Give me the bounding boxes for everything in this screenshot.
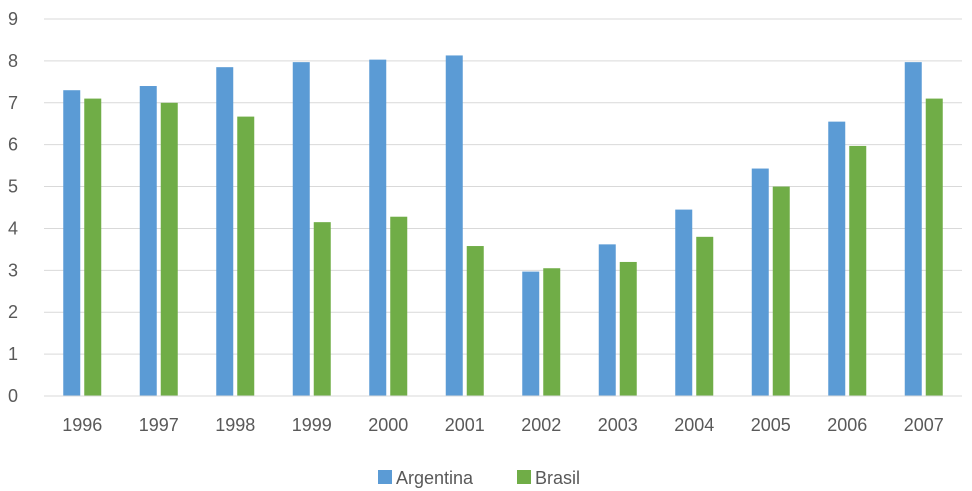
y-tick-label-9: 9 <box>8 9 18 29</box>
y-tick-label-1: 1 <box>8 344 18 364</box>
bar-brasil-2000 <box>390 216 408 396</box>
x-tick-label-2006: 2006 <box>827 415 867 435</box>
y-tick-label-6: 6 <box>8 135 18 155</box>
bar-brasil-2004 <box>696 236 714 396</box>
legend-swatch-argentina <box>378 470 392 484</box>
legend-swatch-brasil <box>517 470 531 484</box>
x-tick-label-1997: 1997 <box>139 415 179 435</box>
bar-argentina-1999 <box>292 62 310 396</box>
legend-label-brasil: Brasil <box>535 468 580 488</box>
bar-brasil-2006 <box>849 145 867 396</box>
bar-brasil-1997 <box>160 102 178 397</box>
gridlines <box>44 18 962 355</box>
x-tick-label-2000: 2000 <box>368 415 408 435</box>
bar-brasil-1996 <box>84 98 102 396</box>
x-axis-tick-labels: 1996 1997 1998 1999 2000 2001 2002 2003 2004 2005… <box>62 415 944 435</box>
x-tick-label-2004: 2004 <box>674 415 714 435</box>
y-tick-label-3: 3 <box>8 260 18 280</box>
y-axis-tick-labels: 0 1 2 3 4 5 6 7 8 9 <box>8 9 18 406</box>
x-tick-label-2003: 2003 <box>598 415 638 435</box>
bar-argentina-1997 <box>139 86 157 397</box>
legend-label-argentina: Argentina <box>396 468 474 488</box>
bar-brasil-1999 <box>313 222 331 396</box>
bars <box>63 55 943 397</box>
bar-brasil-1998 <box>237 116 255 397</box>
bar-argentina-2004 <box>675 209 693 396</box>
x-tick-label-1999: 1999 <box>292 415 332 435</box>
bar-argentina-1996 <box>63 90 81 396</box>
x-tick-label-1996: 1996 <box>62 415 102 435</box>
legend: Argentina Brasil <box>378 468 580 488</box>
bar-brasil-2003 <box>619 261 637 396</box>
y-tick-label-4: 4 <box>8 218 18 238</box>
bar-brasil-2002 <box>543 268 561 396</box>
x-tick-label-2005: 2005 <box>751 415 791 435</box>
y-tick-label-8: 8 <box>8 51 18 71</box>
y-tick-label-2: 2 <box>8 302 18 322</box>
bar-brasil-2001 <box>466 246 484 396</box>
y-tick-label-7: 7 <box>8 93 18 113</box>
bar-argentina-1998 <box>216 67 234 396</box>
bar-argentina-2003 <box>598 244 616 396</box>
bar-argentina-2002 <box>522 271 540 396</box>
y-tick-label-5: 5 <box>8 177 18 197</box>
x-tick-label-1998: 1998 <box>215 415 255 435</box>
bar-argentina-2000 <box>369 59 387 396</box>
bar-argentina-2007 <box>904 62 922 396</box>
x-tick-label-2001: 2001 <box>445 415 485 435</box>
x-tick-label-2002: 2002 <box>521 415 561 435</box>
x-tick-label-2007: 2007 <box>904 415 944 435</box>
bar-argentina-2001 <box>445 55 463 397</box>
bar-argentina-2005 <box>751 168 769 396</box>
bar-brasil-2007 <box>925 98 943 396</box>
bar-argentina-2006 <box>828 121 846 396</box>
y-tick-label-0: 0 <box>8 386 18 406</box>
bar-brasil-2005 <box>772 186 790 396</box>
